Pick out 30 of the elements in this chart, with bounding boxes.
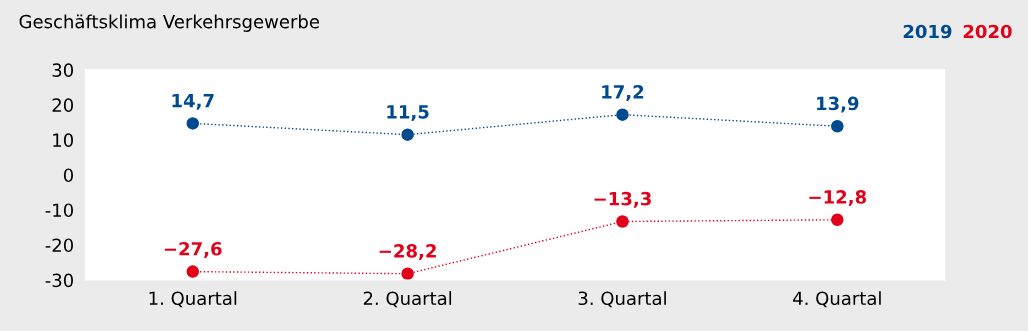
point bbox=[401, 267, 414, 280]
chart-title: Geschäftsklima Verkehrsgewerbe bbox=[19, 14, 319, 32]
text: 2020 bbox=[963, 24, 1012, 39]
data-label: −13,3 bbox=[594, 191, 651, 208]
point bbox=[831, 119, 844, 133]
data-label: −28,2 bbox=[379, 244, 436, 261]
point bbox=[186, 117, 200, 130]
y-tick-label: -30 bbox=[45, 273, 74, 288]
data-label: 11,5 bbox=[387, 105, 429, 121]
y-tick-label: -10 bbox=[45, 203, 74, 218]
x-tick-label: 4. Quartal bbox=[793, 291, 881, 308]
data-label: −12,8 bbox=[809, 190, 867, 207]
x-tick-label: 1. Quartal bbox=[149, 291, 237, 308]
data-label: 13,9 bbox=[817, 96, 859, 113]
data-label: −27,6 bbox=[164, 241, 222, 258]
point bbox=[616, 215, 629, 228]
point bbox=[831, 213, 844, 227]
x-tick-label: 2. Quartal bbox=[363, 291, 452, 308]
y-tick-label: -20 bbox=[45, 238, 74, 253]
y-tick-label: 20 bbox=[52, 98, 74, 112]
x-tick-label: 3. Quartal bbox=[578, 291, 666, 308]
y-tick-label: 30 bbox=[52, 63, 74, 77]
data-label: 14,7 bbox=[172, 94, 214, 110]
y-tick-label: 0 bbox=[63, 168, 74, 183]
point bbox=[401, 128, 414, 141]
y-tick-label: 10 bbox=[53, 133, 74, 148]
point bbox=[186, 265, 200, 278]
text: 2019 bbox=[903, 24, 952, 39]
data-label: 17,2 bbox=[602, 85, 644, 101]
point bbox=[616, 108, 629, 121]
